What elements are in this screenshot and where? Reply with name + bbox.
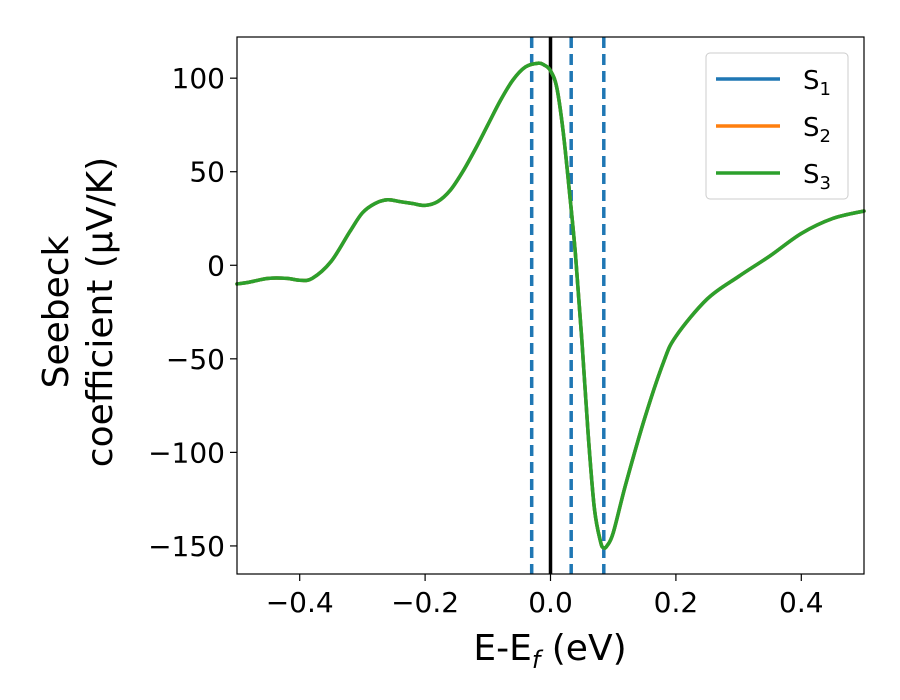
y-tick-label: 0 — [207, 249, 225, 282]
x-axis-label: E-Ef (eV) — [473, 628, 626, 674]
y-tick-label: −100 — [148, 436, 225, 469]
x-tick-label: 0.0 — [528, 586, 573, 619]
y-axis-ticks: 100 50 0 −50 −100 −150 — [148, 62, 237, 563]
y-axis-label-line1: Seebeck — [36, 235, 77, 388]
x-tick-label: 0.2 — [654, 586, 699, 619]
x-tick-label: 0.4 — [779, 586, 824, 619]
y-tick-label: 100 — [172, 62, 225, 95]
y-axis-label: Seebeck coefficient (μV/K) — [36, 157, 121, 467]
y-tick-label: 50 — [189, 156, 225, 189]
x-tick-label: −0.2 — [391, 586, 459, 619]
legend-label-s1: S1 — [803, 66, 831, 100]
legend: S1 S2 S3 — [705, 52, 849, 200]
legend-label-s2: S2 — [803, 113, 831, 147]
series-line-s3 — [235, 61, 866, 550]
y-tick-label: −50 — [166, 343, 225, 376]
reference-lines — [529, 37, 606, 574]
legend-label-s3: S3 — [803, 160, 831, 194]
y-axis-label-line2: coefficient (μV/K) — [80, 157, 121, 467]
x-axis-ticks: −0.4 −0.2 0.0 0.2 0.4 — [266, 574, 824, 619]
y-tick-label: −150 — [148, 530, 225, 563]
series-lines — [235, 61, 866, 550]
x-tick-label: −0.4 — [266, 586, 334, 619]
